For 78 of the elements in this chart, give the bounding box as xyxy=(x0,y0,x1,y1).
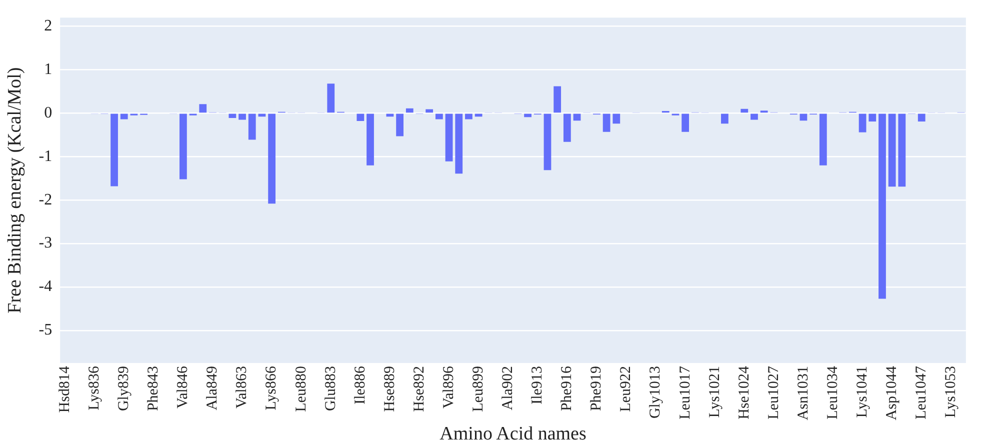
x-tick-label: Val863 xyxy=(234,366,250,409)
y-tick-label: -4 xyxy=(38,278,52,296)
x-tick-label: Phe843 xyxy=(146,366,162,412)
x-tick-label: Leu880 xyxy=(293,366,310,412)
x-tick-label: Ile886 xyxy=(352,366,368,404)
bar xyxy=(327,84,335,113)
bar xyxy=(445,114,453,162)
bar xyxy=(573,114,581,121)
x-tick-label: Ile913 xyxy=(530,366,546,404)
x-tick-label: Glu883 xyxy=(322,366,339,412)
bar xyxy=(918,114,926,122)
x-tick-label: Lys866 xyxy=(264,366,280,410)
bar xyxy=(858,114,866,132)
bar xyxy=(268,114,276,204)
x-tick-label: Gly839 xyxy=(116,366,132,412)
x-tick-label: Hse892 xyxy=(411,366,428,412)
x-tick-label: Hsd814 xyxy=(56,366,73,413)
x-tick-label: Hse889 xyxy=(382,366,398,412)
y-axis-title: Free Binding energy (Kcal/Mol) xyxy=(4,67,26,314)
bar xyxy=(228,114,236,118)
bar xyxy=(544,114,552,170)
y-tick-label: 1 xyxy=(44,60,52,78)
bar xyxy=(554,86,562,113)
bar xyxy=(819,114,827,166)
y-tick-label: -2 xyxy=(38,191,52,208)
x-tick-label: Gly1013 xyxy=(648,366,664,419)
y-tick-label: -5 xyxy=(38,322,52,339)
bar xyxy=(406,108,414,113)
x-tick-label: Lys1053 xyxy=(943,366,960,418)
bar xyxy=(563,114,571,142)
bar xyxy=(366,114,374,166)
x-tick-label: Phe916 xyxy=(559,366,576,412)
bar xyxy=(868,114,876,122)
bar xyxy=(740,108,748,113)
x-tick-label: Asn1031 xyxy=(795,366,812,420)
x-tick-label: Lys1041 xyxy=(854,366,870,418)
bar xyxy=(396,114,404,136)
bar xyxy=(465,114,472,120)
y-tick-label: 0 xyxy=(44,104,52,122)
x-tick-label: Hse1024 xyxy=(736,366,752,420)
x-tick-label: Leu1017 xyxy=(677,366,694,420)
bar xyxy=(238,114,246,120)
bar xyxy=(800,114,808,121)
bar xyxy=(750,114,758,120)
bar xyxy=(426,109,434,113)
bar xyxy=(878,114,886,299)
bar xyxy=(612,114,620,124)
x-tick-label: Leu922 xyxy=(618,366,634,412)
bar xyxy=(682,114,690,132)
x-tick-label: Leu1034 xyxy=(824,366,841,420)
x-tick-label: Lys836 xyxy=(86,366,103,410)
x-tick-label: Leu1027 xyxy=(766,366,782,420)
bar xyxy=(199,104,207,113)
bar xyxy=(356,114,364,122)
x-tick-label: Phe919 xyxy=(588,366,605,412)
x-tick-label: Val846 xyxy=(175,366,192,409)
bar xyxy=(455,114,463,174)
y-tick-label: -1 xyxy=(38,148,52,165)
bar xyxy=(110,114,118,186)
bar xyxy=(524,114,532,118)
bar xyxy=(721,114,728,124)
x-tick-label: Ala849 xyxy=(204,366,221,410)
bar xyxy=(602,114,610,132)
x-tick-label: Leu1047 xyxy=(914,366,930,420)
x-tick-label: Asp1044 xyxy=(884,366,900,420)
bar xyxy=(120,114,128,120)
y-tick-label: 2 xyxy=(44,17,52,34)
y-tick-label: -3 xyxy=(38,234,52,252)
x-tick-label: Lys1021 xyxy=(706,366,723,418)
bar xyxy=(248,114,256,140)
x-tick-label: Val896 xyxy=(440,366,457,409)
bar xyxy=(888,114,896,187)
bar xyxy=(898,114,906,187)
bar xyxy=(435,114,443,120)
x-tick-label: Leu899 xyxy=(470,366,487,412)
x-tick-label: Ala902 xyxy=(500,366,516,410)
x-axis-title: Amino Acid names xyxy=(440,424,586,445)
bar xyxy=(180,114,187,180)
